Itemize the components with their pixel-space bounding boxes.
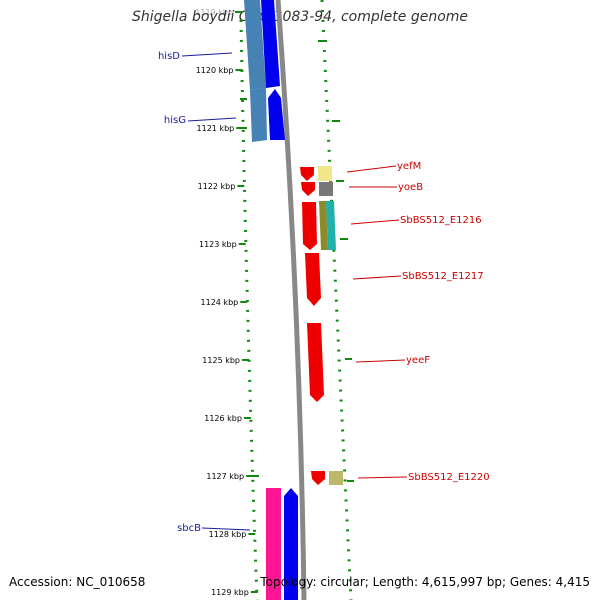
gene-feature-teal xyxy=(326,201,336,250)
kbp-tick-label: 1123 kbp xyxy=(199,240,237,249)
gene-label-yoeB: yoeB xyxy=(398,182,423,193)
kbp-tick-label: 1127 kbp xyxy=(206,472,244,481)
map-title: Shigella boydii CDC 3083-94, complete ge… xyxy=(131,9,469,25)
gene-feature-tan xyxy=(329,471,343,485)
kbp-tick-label: 1122 kbp xyxy=(198,182,236,191)
leader-sbcB xyxy=(201,527,251,531)
gene-feature-red-yeeF xyxy=(307,323,324,402)
gene-feature-steelblue-1 xyxy=(244,0,266,90)
accession-label: Accession: NC_010658 xyxy=(9,575,146,589)
leader-E1220 xyxy=(357,476,408,479)
reverse-features xyxy=(300,167,325,485)
gene-feature-blue-2 xyxy=(268,89,285,140)
gene-label-yefM: yefM xyxy=(397,161,421,172)
gene-feature-khaki xyxy=(318,166,332,181)
gene-feature-olive xyxy=(319,201,328,250)
leader-yeeF xyxy=(355,359,406,363)
backbone-line xyxy=(275,0,307,600)
gene-feature-pink xyxy=(266,488,281,600)
kbp-tick-label: 1128 kbp xyxy=(209,530,247,539)
label-leaders xyxy=(181,52,408,531)
leader-yefM xyxy=(346,165,397,173)
gene-feature-red-E1217 xyxy=(305,253,321,306)
topology-summary: Topology: circular; Length: 4,615,997 bp… xyxy=(260,575,590,589)
forward-features xyxy=(244,0,298,600)
kbp-tick-label: 1126 kbp xyxy=(204,414,242,423)
kbp-tick-label: 1119 kbp xyxy=(195,8,233,17)
kbp-tick-label: 1125 kbp xyxy=(202,356,240,365)
gene-feature-red-E1216 xyxy=(302,202,317,250)
gene-feature-blue-3 xyxy=(284,488,298,600)
gene-feature-blue-1 xyxy=(261,0,280,88)
gene-feature-steelblue-2 xyxy=(250,88,267,142)
leader-E1216 xyxy=(350,219,400,225)
gene-label-hisD: hisD xyxy=(158,51,180,62)
gene-feature-red-E1220 xyxy=(311,471,325,485)
gene-feature-gray xyxy=(319,182,333,196)
gene-label-hisG: hisG xyxy=(164,115,186,126)
gene-label-sbcB: sbcB xyxy=(177,523,201,534)
gc-dots-right xyxy=(320,0,353,600)
leader-hisD xyxy=(181,52,233,57)
kbp-tick-label: 1121 kbp xyxy=(197,124,235,133)
kbp-tick-label: 1124 kbp xyxy=(201,298,239,307)
kbp-ticks: 1119 kbp 1120 kbp 1121 kbp 1122 kbp 1123 kbp… xyxy=(195,8,258,597)
kbp-tick-label: 1129 kbp xyxy=(211,588,249,597)
gene-label-SbBS512_E1217: SbBS512_E1217 xyxy=(402,271,484,282)
misc-features xyxy=(318,166,343,485)
kbp-tick-label: 1120 kbp xyxy=(196,66,234,75)
gene-label-yeeF: yeeF xyxy=(406,355,430,366)
gene-label-SbBS512_E1216: SbBS512_E1216 xyxy=(400,215,482,226)
leader-hisG xyxy=(187,117,237,122)
gene-feature-red-yefM xyxy=(300,167,314,181)
gene-feature-red-yoeB xyxy=(301,182,315,196)
backbone xyxy=(275,0,307,600)
gene-labels: hisD hisG sbcB yefM yoeB SbBS512_E1216 S… xyxy=(158,51,490,534)
gc-track-right xyxy=(320,0,353,600)
leader-E1217 xyxy=(352,275,402,280)
gc-skew-marks xyxy=(240,40,354,482)
gene-label-SbBS512_E1220: SbBS512_E1220 xyxy=(408,472,490,483)
